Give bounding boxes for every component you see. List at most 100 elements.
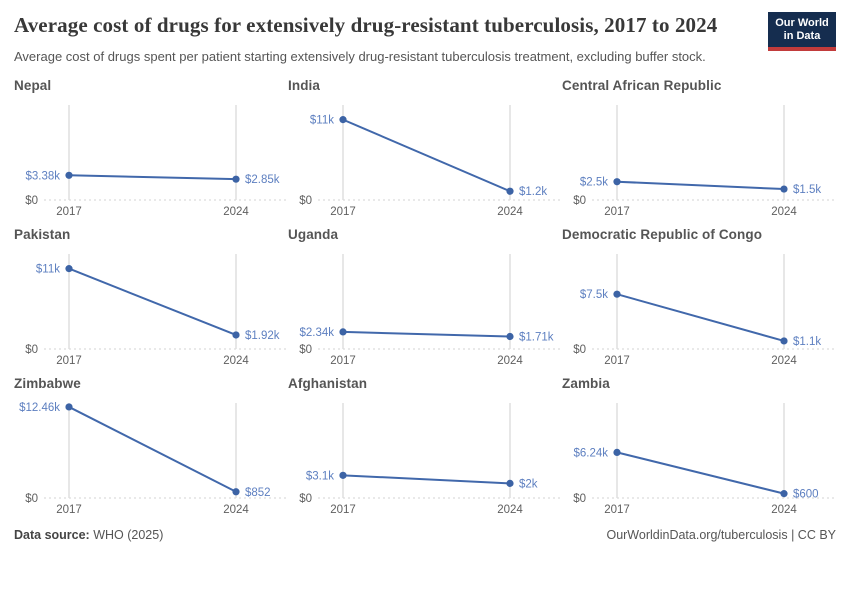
chart-header: Average cost of drugs for extensively dr… [14, 12, 836, 64]
chart-subtitle: Average cost of drugs spent per patient … [14, 49, 706, 65]
point-marker-2017 [65, 403, 73, 411]
y-zero-label: $0 [299, 493, 312, 505]
y-zero-label: $0 [25, 344, 38, 356]
x-tick-label: 2024 [771, 206, 797, 218]
x-tick-label: 2024 [771, 355, 797, 367]
data-source-value: WHO (2025) [93, 528, 164, 543]
x-tick-label: 2017 [56, 206, 82, 218]
owid-logo[interactable]: Our World in Data [768, 12, 836, 51]
facet-panel-uganda: Uganda $0 2017 2024 $2.34k $1.71k [288, 227, 562, 367]
facet-panel-central-african-republic: Central African Republic $0 2017 2024 $2.5k… [562, 78, 836, 218]
data-line [616, 293, 785, 343]
value-label-2024: $1.92k [245, 330, 280, 342]
value-label-2017: $12.46k [19, 402, 60, 414]
point-marker-2024 [506, 333, 514, 341]
facet-line-chart: $0 2017 2024 $3.1k $2k [299, 403, 560, 516]
owid-url-link[interactable]: OurWorldinData.org/tuberculosis [606, 528, 788, 543]
footer-attribution: OurWorldinData.org/tuberculosis | CC BY [606, 528, 836, 542]
facet-panel-zambia: Zambia $0 2017 2024 $6.24k $600 [562, 376, 836, 516]
license-label: CC BY [797, 528, 836, 543]
facet-title: Afghanistan [288, 376, 368, 392]
owid-logo-line2: in Data [783, 30, 821, 42]
x-tick-label: 2017 [604, 504, 630, 516]
point-marker-2017 [613, 178, 621, 186]
data-line [68, 174, 237, 181]
data-line [68, 267, 237, 337]
point-marker-2017 [613, 449, 621, 457]
y-zero-label: $0 [573, 493, 586, 505]
point-marker-2024 [232, 488, 240, 496]
chart-title: Average cost of drugs for extensively dr… [14, 13, 718, 37]
point-marker-2017 [339, 116, 347, 124]
y-zero-label: $0 [573, 195, 586, 207]
facet-title: Zambia [562, 376, 610, 392]
x-tick-label: 2024 [497, 504, 523, 516]
point-marker-2017 [65, 171, 73, 180]
value-label-2024: $2k [519, 479, 538, 491]
x-tick-label: 2024 [497, 355, 523, 367]
chart-footer: Data source: WHO (2025) OurWorldinData.o… [14, 528, 836, 542]
x-tick-label: 2017 [330, 206, 356, 218]
x-tick-label: 2017 [56, 355, 82, 367]
facet-title: Pakistan [14, 227, 71, 243]
facet-title: Nepal [14, 78, 52, 94]
facet-line-chart: $0 2017 2024 $12.46k $852 [19, 402, 286, 516]
value-label-2017: $3.1k [306, 471, 334, 483]
facet-line-chart: $0 2017 2024 $7.5k $1.1k [573, 254, 834, 367]
facet-line-chart: $0 2017 2024 $11k $1.92k [25, 254, 286, 367]
x-tick-label: 2024 [223, 206, 249, 218]
footer-separator: | [791, 528, 795, 543]
point-marker-2024 [506, 480, 514, 488]
facet-title: Democratic Republic of Congo [562, 227, 763, 243]
value-label-2024: $1.5k [793, 184, 821, 196]
facet-title: Zimbabwe [14, 376, 81, 392]
x-tick-label: 2024 [223, 355, 249, 367]
point-marker-2024 [232, 175, 240, 184]
data-source: Data source: WHO (2025) [14, 528, 163, 542]
data-line [342, 474, 511, 485]
facet-title: India [288, 78, 321, 94]
value-label-2017: $11k [36, 264, 60, 276]
value-label-2017: $3.38k [25, 171, 60, 183]
y-zero-label: $0 [25, 195, 38, 207]
point-marker-2024 [232, 331, 240, 339]
facet-grid: Nepal $0 2017 2024 $3.38k $2.85k India $0 201… [14, 78, 836, 516]
value-label-2024: $2.85k [245, 174, 280, 186]
value-label-2017: $7.5k [580, 289, 608, 301]
facet-line-chart: $0 2017 2024 $3.38k $2.85k [25, 105, 286, 218]
facet-line-chart: $0 2017 2024 $11k $1.2k [299, 105, 560, 218]
facet-line-chart: $0 2017 2024 $2.34k $1.71k [299, 254, 560, 367]
value-label-2024: $1.1k [793, 336, 821, 348]
facet-line-chart: $0 2017 2024 $2.5k $1.5k [573, 105, 834, 218]
value-label-2017: $11k [310, 115, 334, 127]
facet-panel-pakistan: Pakistan $0 2017 2024 $11k $1.92k [14, 227, 288, 367]
x-tick-label: 2017 [56, 504, 82, 516]
value-label-2017: $6.24k [573, 448, 608, 460]
x-tick-label: 2017 [604, 355, 630, 367]
y-zero-label: $0 [299, 195, 312, 207]
facet-panel-india: India $0 2017 2024 $11k $1.2k [288, 78, 562, 218]
value-label-2017: $2.5k [580, 177, 608, 189]
facet-panel-zimbabwe: Zimbabwe $0 2017 2024 $12.46k $852 [14, 376, 288, 516]
value-label-2024: $1.71k [519, 332, 554, 344]
point-marker-2017 [613, 290, 621, 299]
y-zero-label: $0 [25, 493, 38, 505]
point-marker-2024 [506, 187, 514, 196]
facet-line-chart: $0 2017 2024 $6.24k $600 [573, 403, 834, 516]
y-zero-label: $0 [573, 344, 586, 356]
x-tick-label: 2017 [604, 206, 630, 218]
point-marker-2024 [780, 337, 788, 345]
data-source-label: Data source: [14, 528, 90, 543]
point-marker-2017 [65, 265, 73, 273]
facet-panel-afghanistan: Afghanistan $0 2017 2024 $3.1k $2k [288, 376, 562, 516]
facet-title: Uganda [288, 227, 339, 243]
value-label-2017: $2.34k [299, 327, 334, 339]
facet-panel-nepal: Nepal $0 2017 2024 $3.38k $2.85k [14, 78, 288, 218]
facet-panel-democratic-republic-of-congo: Democratic Republic of Congo $0 2017 2024 $… [562, 227, 836, 367]
data-line [616, 451, 785, 495]
x-tick-label: 2024 [771, 504, 797, 516]
data-line [342, 331, 511, 338]
point-marker-2017 [339, 471, 347, 480]
owid-logo-box: Our World in Data [768, 12, 836, 51]
x-tick-label: 2017 [330, 504, 356, 516]
